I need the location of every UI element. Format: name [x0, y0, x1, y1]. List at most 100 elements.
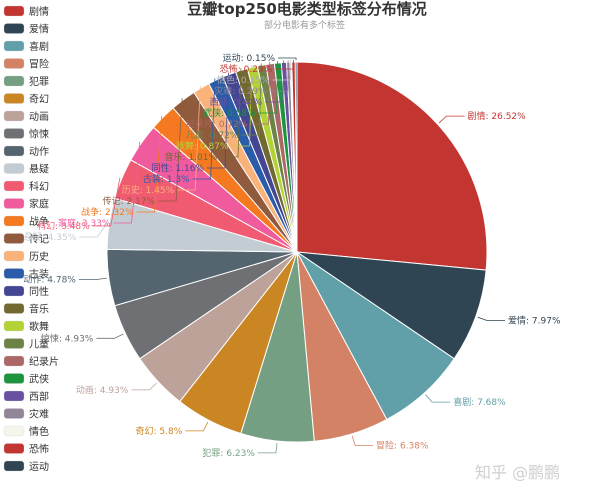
- label-leader-line: [79, 222, 108, 238]
- legend-label[interactable]: 悬疑: [29, 164, 49, 176]
- slice-label: 运动: 0.15%: [223, 53, 276, 64]
- legend-label[interactable]: 历史: [29, 251, 49, 263]
- slice-label: 动画: 4.93%: [76, 385, 129, 396]
- chart-title: 豆瓣top250电影类型标签分布情况: [187, 0, 427, 18]
- legend-swatch[interactable]: [3, 40, 25, 52]
- slice-label: 情色: 0.15%: [217, 74, 270, 86]
- legend-label[interactable]: 剧情: [29, 5, 49, 18]
- legend-swatch[interactable]: [3, 233, 25, 244]
- legend-label[interactable]: 家庭: [29, 198, 49, 211]
- legend-swatch[interactable]: [3, 93, 25, 104]
- label-leader-line: [192, 78, 216, 180]
- legend-label[interactable]: 运动: [29, 461, 49, 473]
- legend-swatch[interactable]: [3, 408, 25, 419]
- legend-label[interactable]: 武侠: [29, 373, 49, 386]
- label-leader-line: [265, 60, 285, 103]
- legend-label[interactable]: 儿童: [29, 338, 49, 351]
- legend-swatch[interactable]: [3, 285, 25, 297]
- slice-label: 悬疑: 4.35%: [24, 232, 77, 243]
- legend-swatch[interactable]: [3, 180, 25, 192]
- slice-label: 恐怖: 0.29%: [220, 63, 273, 75]
- legend-swatch[interactable]: [3, 390, 25, 402]
- slice-label: 武侠: 0.58%: [203, 107, 256, 119]
- legend-label[interactable]: 西部: [29, 390, 49, 403]
- slice-label: 儿童: 0.72%: [186, 129, 239, 141]
- chart-subtitle: 部分电影有多个标签: [264, 19, 345, 31]
- slice-label: 古装: 1.3%: [143, 173, 190, 185]
- label-leader-line: [438, 115, 465, 124]
- legend-label[interactable]: 灾难: [29, 408, 49, 421]
- legend-label[interactable]: 惊悚: [29, 128, 49, 141]
- legend-swatch[interactable]: [3, 198, 25, 209]
- legend-label[interactable]: 古装: [29, 268, 49, 281]
- legend-swatch[interactable]: [3, 355, 25, 367]
- legend-swatch[interactable]: [3, 163, 25, 174]
- label-leader-line: [425, 394, 451, 403]
- slice-label: 同性: 1.16%: [152, 162, 205, 174]
- legend-swatch[interactable]: [3, 128, 25, 139]
- label-leader-line: [231, 65, 253, 147]
- legend-swatch[interactable]: [3, 373, 25, 384]
- legend-label[interactable]: 科幻: [29, 180, 49, 193]
- slice-label: 动作: 4.78%: [23, 273, 76, 285]
- legend-label[interactable]: 爱情: [29, 23, 49, 36]
- legend-label[interactable]: 传记: [29, 234, 49, 246]
- label-leader-line: [250, 61, 271, 125]
- slice-label: 犯罪: 6.23%: [202, 448, 255, 459]
- slice-label: 爱情: 7.97%: [508, 314, 561, 326]
- legend-swatch[interactable]: [3, 215, 25, 227]
- legend-swatch[interactable]: [3, 250, 25, 262]
- legend-swatch[interactable]: [3, 320, 25, 332]
- legend-label[interactable]: 恐怖: [29, 443, 49, 456]
- slice-labels: 剧情: 26.52% 爱情: 7.97% 喜剧: 7.68% 冒险: 6.38% 犯罪:…: [23, 53, 561, 459]
- legend-swatch[interactable]: [3, 110, 25, 122]
- legend-swatch[interactable]: [3, 443, 25, 454]
- legend-swatch[interactable]: [3, 5, 25, 17]
- legend-swatch[interactable]: [3, 460, 25, 472]
- slice-label: 剧情: 26.52%: [467, 110, 526, 122]
- legend-swatch[interactable]: [3, 268, 25, 279]
- legend-label[interactable]: 奇幻: [29, 93, 49, 106]
- legend-label[interactable]: 同性: [29, 285, 49, 298]
- slice-label: 灾难: 0.29%: [214, 85, 267, 97]
- legend-swatch[interactable]: [3, 303, 25, 314]
- legend-label[interactable]: 战争: [29, 215, 49, 228]
- slice-label: 科幻: 3.48%: [37, 220, 90, 232]
- label-leader-line: [257, 442, 278, 454]
- legend-swatch[interactable]: [3, 425, 25, 437]
- legend-swatch[interactable]: [3, 58, 25, 69]
- legend-label[interactable]: 犯罪: [29, 76, 49, 88]
- legend-label[interactable]: 喜剧: [29, 40, 49, 53]
- label-leader-line: [278, 57, 297, 61]
- legend-label[interactable]: 音乐: [29, 303, 49, 316]
- slice-label: 纪录片: 0.72%: [186, 118, 248, 130]
- legend-label[interactable]: 歌舞: [29, 320, 49, 333]
- legend-label[interactable]: 动画: [29, 111, 49, 123]
- label-leader-line: [207, 72, 229, 169]
- label-leader-line: [96, 333, 124, 339]
- legend-label[interactable]: 情色: [29, 425, 49, 438]
- legend-label[interactable]: 冒险: [29, 58, 49, 71]
- legend-label[interactable]: 动作: [29, 146, 49, 158]
- label-leader-line: [258, 60, 278, 114]
- legend-label[interactable]: 纪录片: [29, 355, 59, 368]
- legend-swatch[interactable]: [3, 75, 25, 87]
- pie-slice[interactable]: [296, 251, 487, 360]
- slice-label: 喜剧: 7.68%: [453, 396, 506, 408]
- chart-legend: 剧情爱情喜剧冒险犯罪奇幻动画惊悚动作悬疑科幻家庭战争传记历史古装同性音乐歌舞儿童…: [3, 5, 59, 473]
- legend-swatch[interactable]: [3, 338, 25, 349]
- pie-slice[interactable]: [296, 61, 488, 271]
- label-leader-line: [131, 382, 157, 391]
- label-leader-line: [78, 277, 107, 280]
- label-leader-line: [269, 60, 289, 92]
- slice-label: 惊悚: 4.93%: [41, 332, 94, 344]
- legend-swatch[interactable]: [3, 145, 25, 157]
- slice-label: 传记: 2.17%: [103, 195, 156, 207]
- slice-label: 奇幻: 5.8%: [135, 425, 182, 437]
- label-leader-line: [272, 60, 292, 81]
- pie-slice[interactable]: [294, 61, 298, 253]
- slice-label: 历史: 1.45%: [122, 184, 175, 196]
- label-leader-line: [477, 316, 505, 321]
- legend-swatch[interactable]: [3, 23, 25, 34]
